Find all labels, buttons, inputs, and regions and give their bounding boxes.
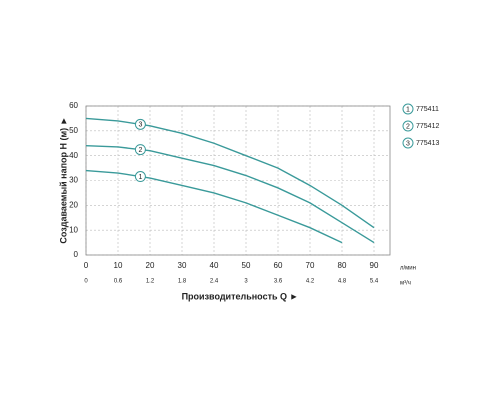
legend-number: 1 <box>406 106 410 113</box>
legend-circle <box>402 103 414 115</box>
y-tick-label: 10 <box>69 225 78 234</box>
x-tick-label: 40 <box>210 261 219 270</box>
curve-label: 2 <box>138 147 142 154</box>
y-axis-title: Создаваемый напор H (м) ► <box>58 116 68 243</box>
y-tick-label: 0 <box>74 250 79 259</box>
y-tick-label: 50 <box>69 126 78 135</box>
legend-circle <box>402 120 414 132</box>
x-unit: л/мин <box>400 266 416 272</box>
x-axis-title: Производительность Q ► <box>182 291 299 301</box>
x2-tick-label: 0 <box>84 279 88 285</box>
legend-label: 775412 <box>416 123 439 130</box>
curve-label-circle <box>134 144 146 156</box>
x2-tick-label: 3.6 <box>274 279 283 285</box>
legend-label: 775413 <box>416 140 439 147</box>
series-line <box>85 145 375 244</box>
x2-tick-label: 1.8 <box>178 279 187 285</box>
curve-label-circle <box>134 118 146 130</box>
x2-tick-label: 4.2 <box>306 279 315 285</box>
x2-tick-label: 0.6 <box>114 279 123 285</box>
x-tick-label: 30 <box>178 261 187 270</box>
x-tick-label: 10 <box>114 261 123 270</box>
legend-number: 3 <box>406 140 410 147</box>
y-tick-label: 60 <box>69 101 78 110</box>
x-tick-label: 20 <box>146 261 155 270</box>
x2-tick-label: 3 <box>244 279 248 285</box>
x2-tick-label: 4.8 <box>338 279 347 285</box>
x-tick-label: 70 <box>306 261 315 270</box>
x-tick-label: 90 <box>370 261 379 270</box>
y-tick-label: 20 <box>69 200 78 209</box>
curve-label: 1 <box>138 174 142 181</box>
x-tick-label: 50 <box>242 261 251 270</box>
curve-label-circle <box>134 171 146 183</box>
legend-number: 2 <box>406 123 410 130</box>
x2-tick-label: 2.4 <box>210 279 219 285</box>
curve-label: 3 <box>138 122 142 129</box>
x2-tick-label: 5.4 <box>370 279 379 285</box>
series-line <box>85 169 343 244</box>
series-line <box>85 117 375 229</box>
x-tick-label: 60 <box>274 261 283 270</box>
y-tick-label: 30 <box>69 176 78 185</box>
x2-tick-label: 1.2 <box>146 279 155 285</box>
legend-circle <box>402 137 414 149</box>
x-tick-label: 80 <box>338 261 347 270</box>
x-tick-label: 0 <box>84 261 89 270</box>
y-tick-label: 40 <box>69 151 78 160</box>
legend-label: 775411 <box>416 106 439 113</box>
plot-frame <box>85 105 391 256</box>
x2-unit: м³/ч <box>400 281 411 287</box>
